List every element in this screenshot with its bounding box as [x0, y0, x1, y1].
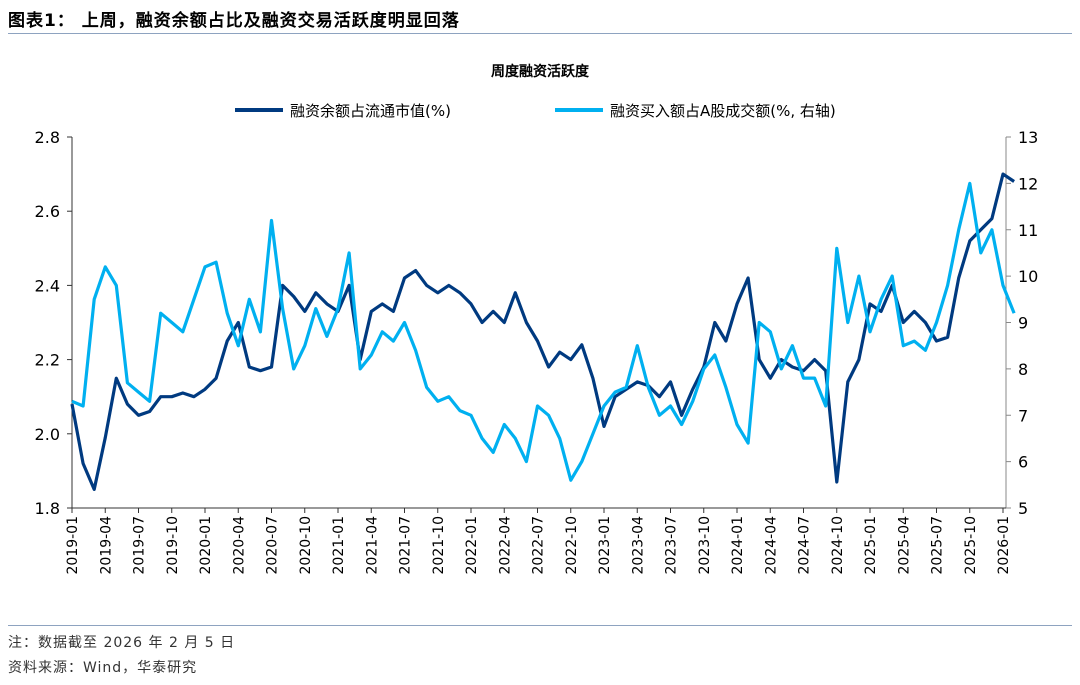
x-tick-label: 2024-01	[730, 516, 746, 575]
x-tick-label: 2021-04	[364, 516, 380, 575]
x-tick-label: 2020-04	[231, 516, 247, 575]
x-tick-label: 2025-07	[930, 516, 946, 575]
y-right-tick-label: 6	[1018, 453, 1028, 472]
x-tick-label: 2022-04	[497, 516, 513, 575]
x-tick-label: 2022-01	[464, 516, 480, 575]
bottom-divider	[8, 625, 1072, 626]
x-tick-label: 2024-04	[763, 516, 779, 575]
chart: 周度融资活跃度 融资余额占流通市值(%) 融资买入额占A股成交额(%, 右轴) …	[35, 63, 1039, 575]
x-tick-label: 2019-07	[132, 516, 148, 575]
x-tick-label: 2025-04	[896, 516, 912, 575]
chart-title: 周度融资活跃度	[491, 63, 590, 80]
x-tick-label: 2020-01	[198, 516, 214, 575]
x-tick-label: 2021-10	[431, 516, 447, 575]
y-left-tick-label: 2.2	[35, 351, 60, 370]
x-tick-label: 2023-01	[597, 516, 613, 575]
x-tick-label: 2024-07	[797, 516, 813, 575]
y-left-tick-label: 2.6	[35, 202, 60, 221]
x-tick-label: 2019-04	[98, 516, 114, 575]
x-tick-label: 2019-10	[165, 516, 181, 575]
x-tick-label: 2022-07	[531, 516, 547, 575]
x-tick-label: 2024-10	[830, 516, 846, 575]
series-line-margin-buy-ratio	[71, 181, 1016, 482]
y-left-tick-label: 2.4	[35, 276, 60, 295]
y-left-tick-label: 2.8	[35, 128, 60, 147]
legend-label-right: 融资买入额占A股成交额(%, 右轴)	[610, 102, 836, 120]
top-divider	[8, 33, 1072, 34]
series-line-margin-balance-ratio	[70, 172, 1015, 491]
x-tick-label: 2023-04	[630, 516, 646, 575]
x-tick-label: 2025-10	[963, 516, 979, 575]
x-tick-label: 2022-10	[564, 516, 580, 575]
x-tick-label: 2019-01	[65, 516, 81, 575]
x-tick-label: 2021-01	[331, 516, 347, 575]
y-right-tick-label: 12	[1018, 174, 1038, 193]
x-tick-label: 2020-10	[298, 516, 314, 575]
y-left-tick-label: 1.8	[35, 499, 60, 518]
x-tick-label: 2020-07	[265, 516, 281, 575]
y-right-tick-label: 7	[1018, 406, 1028, 425]
x-tick-label: 2023-07	[664, 516, 680, 575]
source-note: 资料来源：Wind，华泰研究	[8, 660, 198, 676]
legend: 融资余额占流通市值(%) 融资买入额占A股成交额(%, 右轴)	[235, 102, 836, 120]
figure-title: 图表1： 上周，融资余额占比及融资交易活跃度明显回落	[8, 11, 460, 31]
y-left-tick-label: 2.0	[35, 425, 60, 444]
legend-label-left: 融资余额占流通市值(%)	[290, 102, 451, 120]
y-right-tick-label: 5	[1018, 499, 1028, 518]
y-right-tick-label: 10	[1018, 267, 1038, 286]
x-tick-label: 2026-01	[996, 516, 1012, 575]
y-right-tick-label: 8	[1018, 360, 1028, 379]
x-tick-label: 2025-01	[863, 516, 879, 575]
x-tick-label: 2023-10	[697, 516, 713, 575]
footnote: 注：数据截至 2026 年 2 月 5 日	[8, 635, 236, 651]
y-right-tick-label: 13	[1018, 128, 1038, 147]
y-right-tick-label: 9	[1018, 314, 1028, 333]
x-tick-label: 2021-07	[398, 516, 414, 575]
y-right-tick-label: 11	[1018, 221, 1038, 240]
